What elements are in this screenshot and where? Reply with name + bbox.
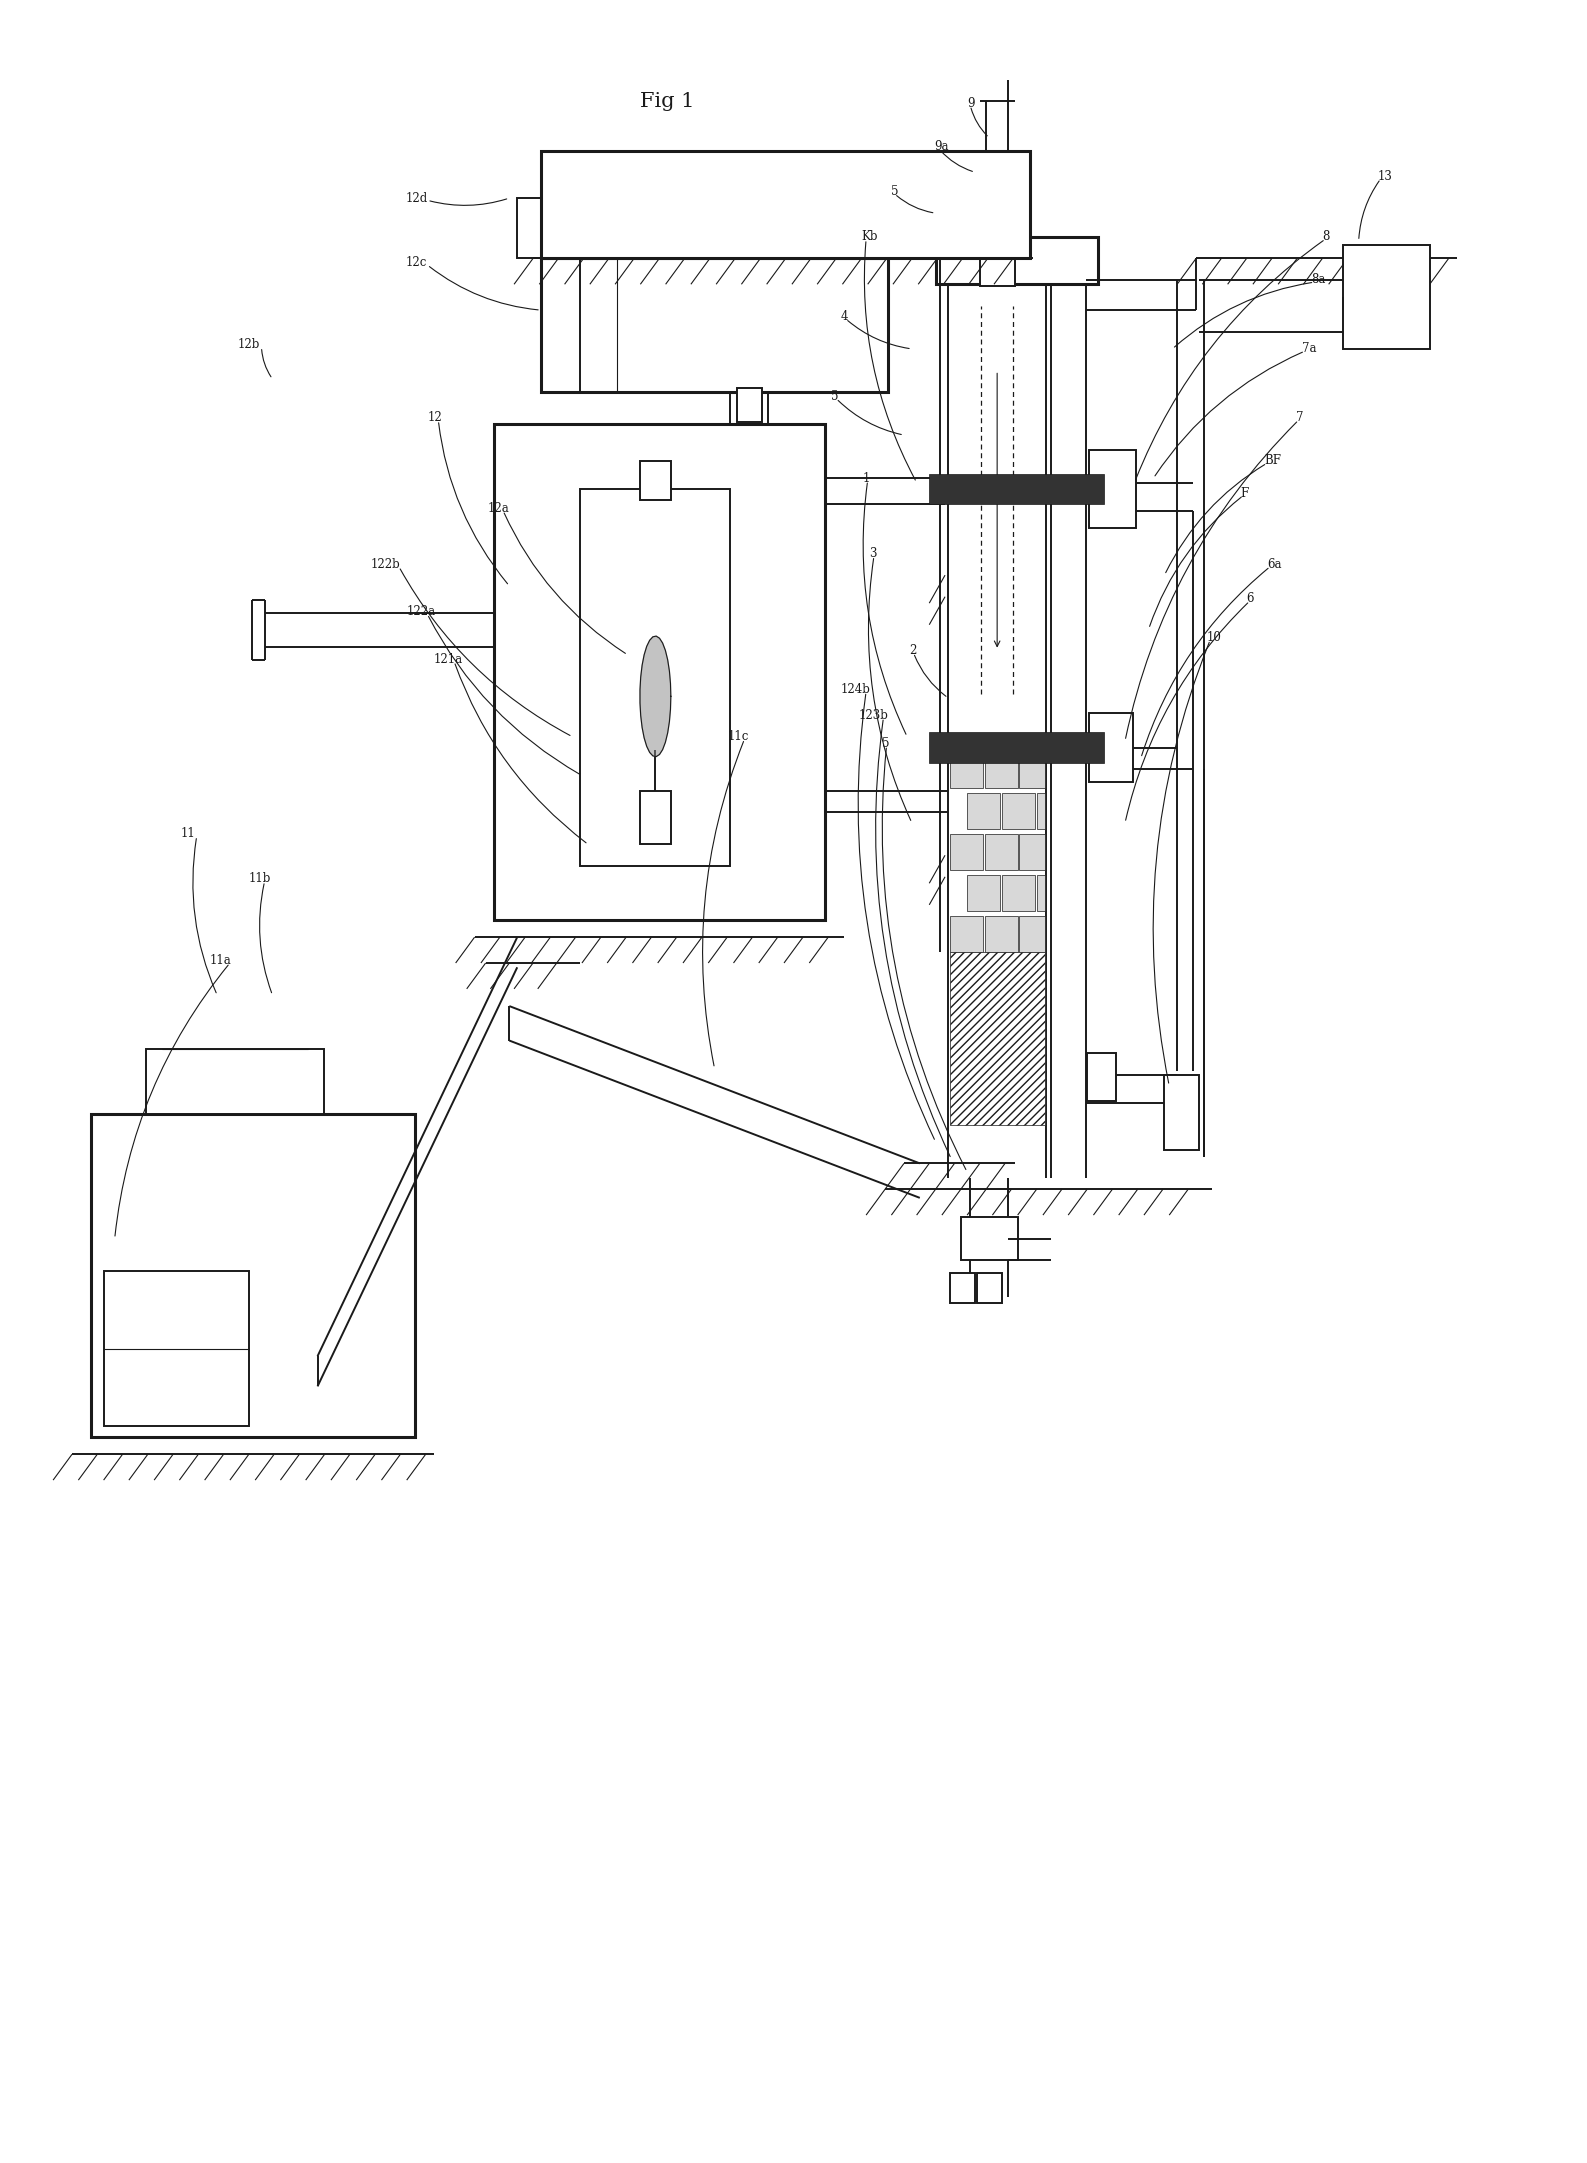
Text: F: F — [1241, 487, 1249, 500]
Text: 123b: 123b — [859, 709, 889, 722]
Text: 8a: 8a — [1311, 273, 1325, 286]
Text: 122b: 122b — [370, 558, 400, 571]
Text: 12d: 12d — [405, 193, 427, 205]
Bar — [936, 238, 1098, 283]
Text: 11c: 11c — [727, 731, 749, 744]
Bar — [1087, 1053, 1116, 1101]
Text: 13: 13 — [1378, 171, 1392, 184]
Bar — [984, 915, 1017, 952]
Bar — [640, 461, 671, 500]
Text: 12: 12 — [427, 411, 443, 424]
Bar — [949, 753, 982, 789]
Text: 12a: 12a — [487, 502, 509, 515]
Bar — [541, 151, 1030, 257]
Bar — [1036, 794, 1044, 828]
Text: 5: 5 — [882, 738, 889, 751]
Bar — [1165, 1075, 1200, 1151]
Bar — [581, 489, 730, 865]
Bar — [640, 792, 671, 844]
Text: 2: 2 — [909, 645, 916, 658]
Text: 6: 6 — [1246, 593, 1254, 606]
Bar — [517, 199, 594, 257]
Bar — [1036, 874, 1044, 911]
Bar — [1019, 753, 1044, 789]
Bar — [103, 1272, 249, 1425]
Text: 124b: 124b — [841, 684, 871, 696]
Text: 11: 11 — [181, 826, 195, 839]
Text: 12b: 12b — [238, 337, 260, 350]
Text: 122a: 122a — [406, 606, 436, 619]
Text: BF: BF — [1263, 454, 1281, 467]
Text: 9: 9 — [966, 97, 974, 110]
Text: 12c: 12c — [405, 255, 427, 268]
Bar — [494, 424, 825, 919]
Text: 4: 4 — [841, 309, 849, 322]
Bar — [1089, 714, 1133, 783]
Text: 3: 3 — [870, 547, 876, 560]
Text: 1: 1 — [863, 472, 870, 485]
Bar — [984, 833, 1017, 870]
Text: Kb: Kb — [862, 231, 878, 244]
Text: 7a: 7a — [1301, 342, 1316, 355]
Bar — [949, 833, 982, 870]
Polygon shape — [640, 636, 671, 757]
Bar — [930, 733, 1105, 764]
Bar — [930, 474, 1105, 504]
Bar — [541, 257, 889, 392]
Text: 5: 5 — [892, 186, 898, 199]
Bar — [146, 1049, 324, 1114]
Bar — [963, 156, 1030, 238]
Bar — [736, 387, 762, 422]
Bar — [1019, 915, 1044, 952]
Text: 5: 5 — [832, 389, 840, 402]
Bar — [949, 952, 1044, 1125]
Text: 6a: 6a — [1266, 558, 1282, 571]
Text: 9a: 9a — [935, 141, 949, 154]
Text: Fig 1: Fig 1 — [640, 91, 695, 110]
Text: 11b: 11b — [249, 872, 271, 885]
Bar — [1001, 794, 1035, 828]
Bar — [1089, 450, 1136, 528]
Text: 10: 10 — [1208, 632, 1222, 645]
Text: 11a: 11a — [209, 954, 232, 967]
Bar — [966, 794, 1000, 828]
Bar — [966, 874, 1000, 911]
Bar — [1019, 833, 1044, 870]
Text: 8: 8 — [1322, 231, 1330, 244]
Bar — [90, 1114, 414, 1436]
Bar — [984, 753, 1017, 789]
Bar — [979, 242, 1014, 286]
Text: 121a: 121a — [433, 653, 463, 666]
Bar — [976, 1274, 1001, 1304]
Bar — [960, 1218, 1017, 1261]
Bar — [1343, 244, 1430, 348]
Bar — [1001, 874, 1035, 911]
Text: 7: 7 — [1295, 411, 1303, 424]
Bar — [949, 915, 982, 952]
Bar — [949, 1274, 974, 1304]
